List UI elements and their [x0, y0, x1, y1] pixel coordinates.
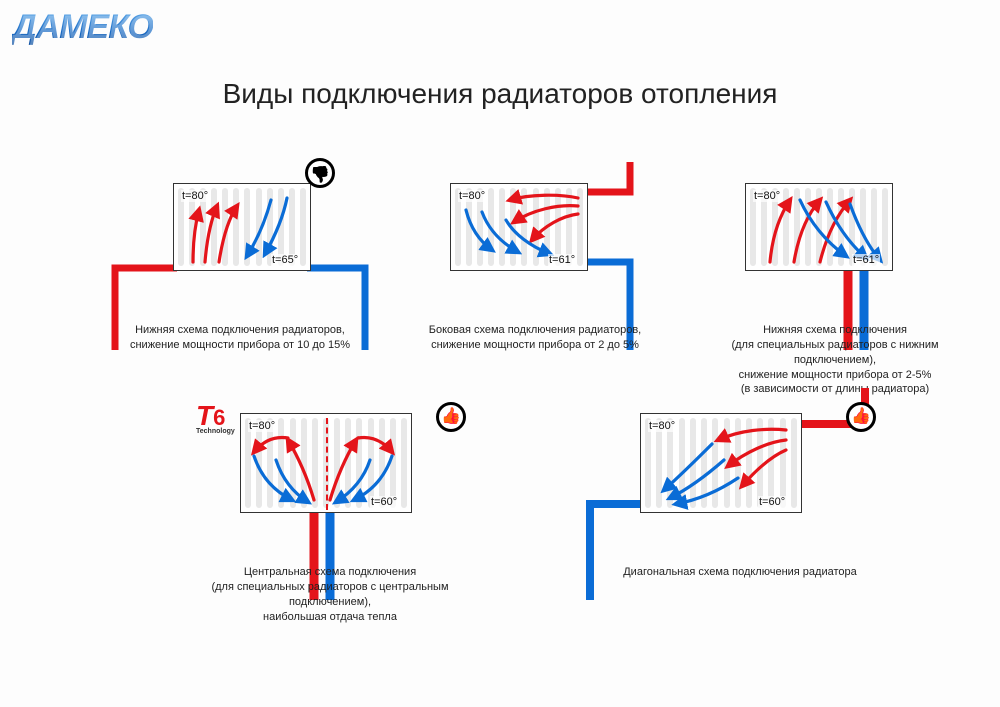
temp-in-label: t=80°	[458, 190, 486, 202]
temp-out-label: t=65°	[271, 254, 299, 266]
brand-logo: ДАМЕКО	[12, 8, 153, 47]
temp-out-label: t=60°	[370, 496, 398, 508]
caption: Нижняя схема подключения радиаторов,сниж…	[115, 323, 365, 353]
center-divider	[326, 418, 328, 510]
temp-out-label: t=60°	[758, 496, 786, 508]
thumbs-up-icon: 👍	[436, 402, 466, 432]
page-title: Виды подключения радиаторов отопления	[0, 78, 1000, 110]
temp-in-label: t=80°	[181, 190, 209, 202]
t6-technology-icon: T6Technology	[196, 400, 235, 435]
caption: Диагональная схема подключения радиатора	[590, 565, 890, 580]
caption: Нижняя схема подключения(для специальных…	[700, 323, 970, 397]
temp-out-label: t=61°	[852, 254, 880, 266]
thumbs-up-icon: 👍	[846, 402, 876, 432]
temp-in-label: t=80°	[248, 420, 276, 432]
caption: Центральная схема подключения(для специа…	[180, 565, 480, 624]
temp-in-label: t=80°	[648, 420, 676, 432]
thumbs-down-icon: 👍	[305, 158, 335, 188]
caption: Боковая схема подключения радиаторов,сни…	[410, 323, 660, 353]
temp-out-label: t=61°	[548, 254, 576, 266]
temp-in-label: t=80°	[753, 190, 781, 202]
